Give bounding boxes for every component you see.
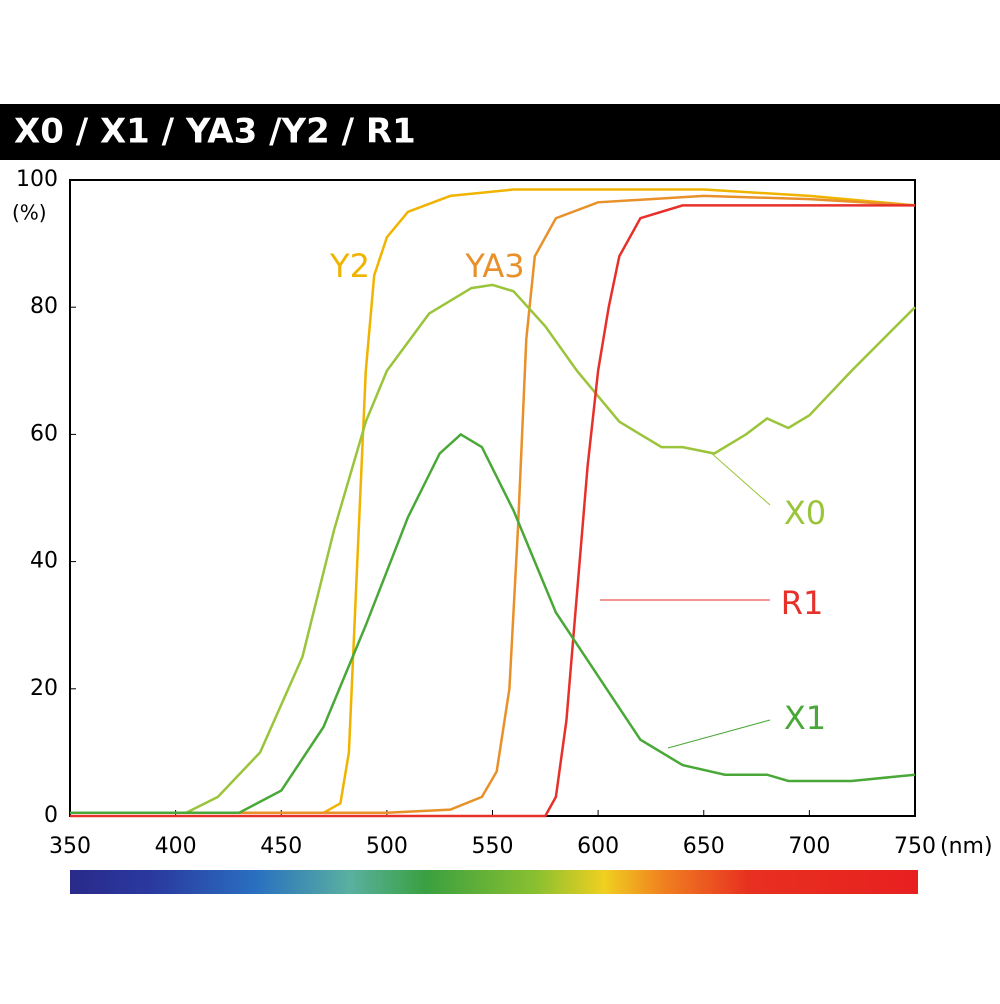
- leader-line: [709, 451, 771, 506]
- series-line: [70, 194, 916, 815]
- x-tick-label: 400: [155, 834, 197, 859]
- series-label: R1: [781, 584, 824, 622]
- x-tick-label: 350: [49, 834, 91, 859]
- y-tick-label: 0: [44, 803, 58, 828]
- series-label: X0: [784, 494, 826, 532]
- x-tick-label: 750: [894, 834, 936, 859]
- leader-line: [667, 719, 771, 749]
- y-tick-label: 100: [16, 167, 58, 192]
- chart-title: X0 / X1 / YA3 /Y2 / R1: [14, 112, 416, 152]
- x-tick-label: 450: [260, 834, 302, 859]
- y-unit: (%): [12, 201, 47, 225]
- x-tick-label: 600: [577, 834, 619, 859]
- spectrum-bar: [70, 870, 918, 894]
- x-tick-label: 500: [366, 834, 408, 859]
- title-bar: [0, 104, 1000, 160]
- y-tick-label: 80: [30, 294, 58, 319]
- series-label: YA3: [464, 247, 524, 285]
- y-tick-label: 60: [30, 421, 58, 446]
- series-line: [70, 204, 915, 818]
- series-line: [70, 188, 916, 815]
- x-tick-label: 700: [788, 834, 830, 859]
- y-tick-label: 40: [30, 549, 58, 574]
- x-tick-label: 650: [683, 834, 725, 859]
- y-tick-label: 20: [30, 676, 58, 701]
- series-line: [70, 283, 916, 815]
- series-line: [70, 432, 916, 815]
- series-label: Y2: [329, 247, 370, 285]
- x-unit: (nm): [940, 834, 993, 859]
- x-tick-label: 550: [472, 834, 514, 859]
- series-label: X1: [784, 699, 826, 737]
